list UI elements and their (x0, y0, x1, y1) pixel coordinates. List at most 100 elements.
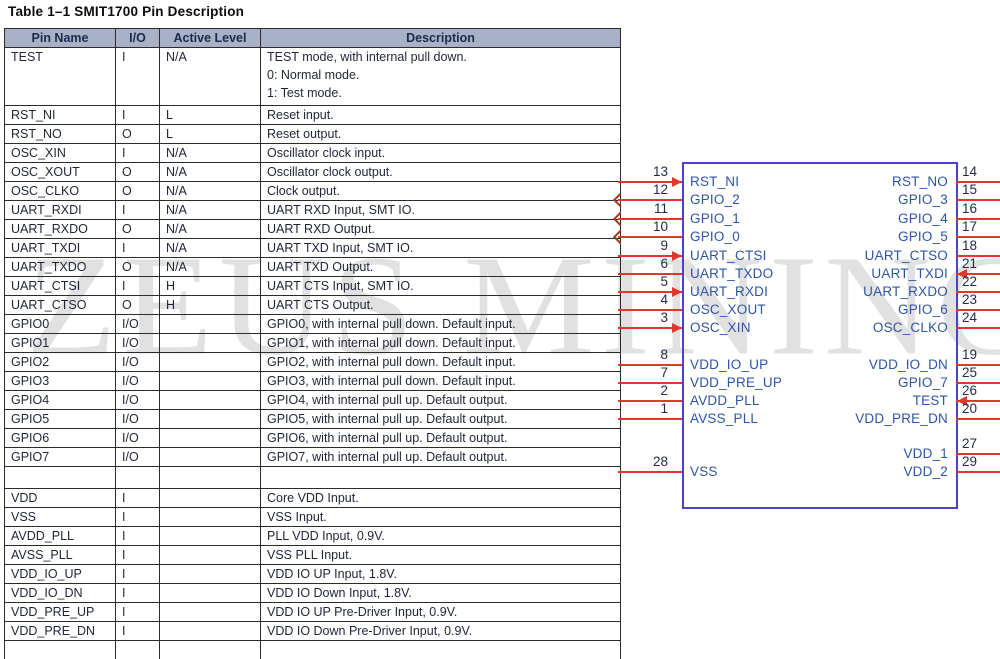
description-cell: UART RXD Input, SMT IO. (260, 200, 621, 220)
table-row: UART_CTSI I H UART CTS Input, SMT IO. (4, 276, 621, 296)
table-row: UART_RXDO O N/A UART RXD Output. (4, 219, 621, 239)
pin-wire (956, 453, 1000, 455)
pin-wire (956, 181, 1000, 183)
pin-number: 10 (652, 219, 668, 234)
column-header-active-level: Active Level (159, 28, 261, 48)
description-cell: Oscillator clock input. (260, 143, 621, 163)
column-header-pin-name: Pin Name (4, 28, 116, 48)
pin-label: GPIO_5 (898, 229, 948, 244)
pin-number: 18 (962, 238, 978, 253)
table-spacer-row (4, 640, 621, 659)
pin-number: 29 (962, 454, 978, 469)
pin-label: UART_RXDI (690, 284, 769, 299)
pin-number: 14 (962, 164, 978, 179)
table-row: RST_NI I L Reset input. (4, 105, 621, 125)
pin-label: VDD_2 (903, 464, 948, 479)
pin-number: 24 (962, 310, 978, 325)
pin-number: 26 (962, 383, 978, 398)
description-cell: GPIO1, with internal pull down. Default … (260, 333, 621, 353)
pin-wire (956, 471, 1000, 473)
pin-wire (956, 236, 1000, 238)
table-row: OSC_XIN I N/A Oscillator clock input. (4, 143, 621, 163)
pin-arrow-in-icon (672, 287, 682, 297)
pin-number: 17 (962, 219, 978, 234)
pin-label: VDD_1 (903, 446, 948, 461)
table-row: GPIO2 I/O GPIO2, with internal pull down. … (4, 352, 621, 372)
pin-label: OSC_CLKO (872, 320, 948, 335)
pin-wire (618, 309, 682, 311)
table-row: GPIO6 I/O GPIO6, with internal pull up. De… (4, 428, 621, 448)
pin-name-cell: VSS (4, 507, 116, 527)
description-cell (260, 640, 621, 659)
pin-wire (956, 400, 1000, 402)
pin-arrow-in-icon (957, 396, 967, 406)
table-row: RST_NO O L Reset output. (4, 124, 621, 144)
pin-label: RST_NI (690, 174, 740, 189)
pin-label: UART_TXDO (690, 266, 774, 281)
pin-label: GPIO_0 (690, 229, 740, 244)
pin-wire (618, 471, 682, 473)
pin-number: 27 (962, 436, 978, 451)
pin-label: GPIO_3 (898, 192, 948, 207)
pin-label: UART_CTSI (690, 248, 767, 263)
pin-wire (956, 199, 1000, 201)
description-cell: VDD IO Down Pre-Driver Input, 0.9V. (260, 621, 621, 641)
pin-number: 3 (660, 310, 668, 325)
pin-arrow-in-icon (672, 177, 682, 187)
pin-wire (618, 181, 682, 183)
pin-label: UART_RXDO (863, 284, 948, 299)
table-row: TEST I N/A TEST mode, with internal pull do… (4, 47, 621, 106)
pin-wire (618, 400, 682, 402)
pin-wire (618, 199, 682, 201)
pin-label: GPIO_4 (898, 211, 948, 226)
pin-number: 15 (962, 182, 978, 197)
description-cell: VDD IO UP Input, 1.8V. (260, 564, 621, 584)
pin-number: 21 (962, 256, 978, 271)
pin-wire (956, 364, 1000, 366)
pin-label: GPIO_6 (898, 302, 948, 317)
pin-number: 16 (962, 201, 978, 216)
table-row: VDD_PRE_UP I VDD IO UP Pre-Driver Input, 0… (4, 602, 621, 622)
pin-number: 6 (660, 256, 668, 271)
pin-wire (618, 236, 682, 238)
pin-label: VDD_IO_DN (868, 357, 948, 372)
pin-number: 4 (660, 292, 668, 307)
pin-wire (956, 382, 1000, 384)
pin-arrow-in-icon (672, 251, 682, 261)
table-row: VDD_IO_DN I VDD IO Down Input, 1.8V. (4, 583, 621, 603)
pin-number: 20 (962, 401, 978, 416)
pin-label: OSC_XOUT (690, 302, 766, 317)
pin-number: 7 (660, 365, 668, 380)
pin-label: TEST (912, 393, 948, 408)
pin-name-cell: VDD_IO_UP (4, 564, 116, 584)
pin-name-cell: RST_NI (4, 105, 116, 125)
description-cell: Oscillator clock output. (260, 162, 621, 182)
pin-label: UART_CTSO (864, 248, 948, 263)
pin-label: VDD_PRE_UP (690, 375, 783, 390)
page-title: Table 1–1 SMIT1700 Pin Description (8, 4, 245, 19)
pin-label: GPIO_7 (898, 375, 948, 390)
pin-label: GPIO_2 (690, 192, 740, 207)
pin-label: VDD_IO_UP (690, 357, 769, 372)
pin-wire (956, 291, 1000, 293)
pin-number: 2 (660, 383, 668, 398)
active-level-cell: N/A (159, 200, 261, 220)
pin-label: AVSS_PLL (690, 411, 759, 426)
active-level-cell: N/A (159, 143, 261, 163)
pin-number: 9 (660, 238, 668, 253)
pin-name-cell: UART_CTSO (4, 295, 116, 315)
pin-arrow-in-icon (957, 269, 967, 279)
pin-number: 5 (660, 274, 668, 289)
pin-wire (956, 309, 1000, 311)
table-row: VDD_IO_UP I VDD IO UP Input, 1.8V. (4, 564, 621, 584)
pin-label: RST_NO (892, 174, 948, 189)
pin-number: 13 (652, 164, 668, 179)
pin-number: 28 (652, 454, 668, 469)
pin-number: 8 (660, 347, 668, 362)
pin-number: 23 (962, 292, 978, 307)
pin-number: 25 (962, 365, 978, 380)
io-cell: I/O (115, 371, 160, 391)
pin-wire (618, 327, 682, 329)
description-cell: GPIO4, with internal pull up. Default ou… (260, 390, 621, 410)
